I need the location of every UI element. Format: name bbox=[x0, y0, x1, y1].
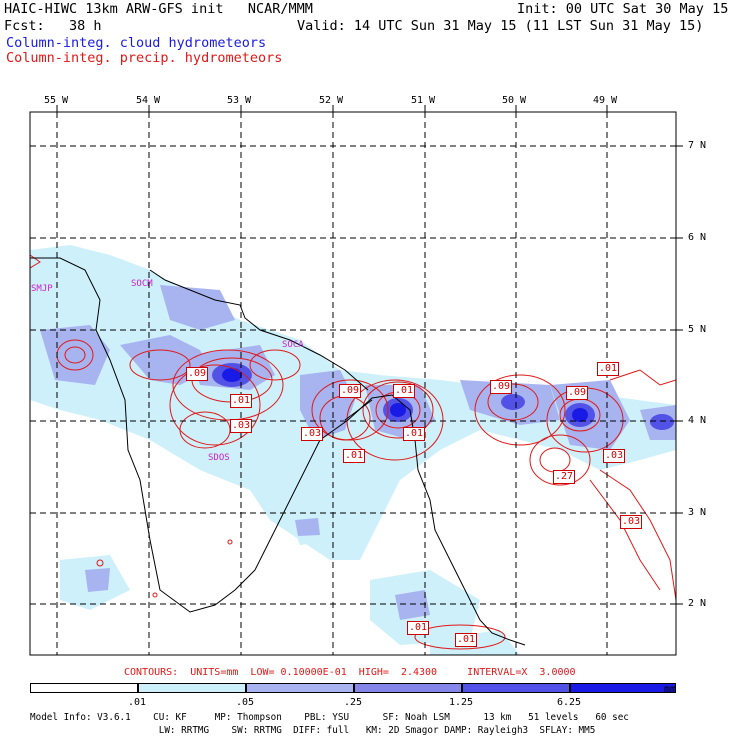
lat-lon-grid bbox=[30, 112, 676, 655]
colorbar-value: .05 bbox=[236, 697, 255, 708]
contour-label: .09 bbox=[490, 380, 513, 394]
contour-label: .03 bbox=[230, 419, 253, 433]
lat-label: 3 N bbox=[688, 507, 707, 518]
contour-label: .01 bbox=[455, 633, 478, 647]
lon-label: 52 W bbox=[319, 95, 344, 106]
contour-label: .01 bbox=[393, 384, 416, 398]
colorbar-segment bbox=[570, 683, 676, 693]
contour-label: .03 bbox=[603, 449, 626, 463]
cloud-shading-core bbox=[222, 368, 588, 422]
lat-label: 5 N bbox=[688, 324, 707, 335]
lon-label: 49 W bbox=[593, 95, 618, 106]
station-label: SDOS bbox=[208, 453, 230, 463]
field-precip-label: Column-integ. precip. hydrometeors bbox=[6, 50, 283, 66]
init-time: Init: 00 UTC Sat 30 May 15 bbox=[517, 1, 729, 17]
contour-label: .03 bbox=[301, 427, 324, 441]
contour-label: .01 bbox=[230, 394, 253, 408]
contour-info: CONTOURS: UNITS=mm LOW= 0.10000E-01 HIGH… bbox=[124, 667, 576, 678]
contour-label: .03 bbox=[620, 515, 643, 529]
contour-label: .01 bbox=[343, 449, 366, 463]
contour-label: .09 bbox=[566, 386, 589, 400]
contour-label: .09 bbox=[339, 384, 362, 398]
contour-label: .27 bbox=[553, 470, 576, 484]
colorbar-segment bbox=[462, 683, 570, 693]
lon-label: 53 W bbox=[227, 95, 252, 106]
colorbar-value: 6.25 bbox=[557, 697, 582, 708]
lat-label: 4 N bbox=[688, 415, 707, 426]
field-cloud-label: Column-integ. cloud hydrometeors bbox=[6, 35, 267, 51]
lat-label: 7 N bbox=[688, 140, 707, 151]
valid-time: Valid: 14 UTC Sun 31 May 15 (11 LST Sun … bbox=[297, 18, 704, 34]
colorbar-segment bbox=[30, 683, 138, 693]
lon-label: 54 W bbox=[136, 95, 161, 106]
contour-label: .01 bbox=[597, 362, 620, 376]
contour-label: .01 bbox=[407, 621, 430, 635]
colorbar-value: .25 bbox=[344, 697, 363, 708]
header-title: HAIC-HIWC 13km ARW-GFS init NCAR/MMM bbox=[4, 1, 313, 17]
colorbar-segment bbox=[138, 683, 246, 693]
colorbar-unit: mm bbox=[664, 684, 677, 695]
lon-label: 51 W bbox=[411, 95, 436, 106]
lat-label: 2 N bbox=[688, 598, 707, 609]
colorbar-value: .01 bbox=[128, 697, 147, 708]
colorbar-segment bbox=[246, 683, 354, 693]
map-frame bbox=[29, 111, 677, 656]
model-info-line1: Model Info: V3.6.1 CU: KF MP: Thompson P… bbox=[30, 712, 629, 723]
station-label: SOCM bbox=[131, 279, 153, 289]
contour-label: .09 bbox=[186, 367, 209, 381]
model-info-line2: LW: RRTMG SW: RRTMG DIFF: full KM: 2D Sm… bbox=[30, 725, 596, 736]
coastline bbox=[30, 257, 526, 646]
colorbar-value: 1.25 bbox=[449, 697, 474, 708]
station-label: SMJP bbox=[31, 284, 53, 294]
colorbar-segment bbox=[354, 683, 462, 693]
station-label: SOCA bbox=[282, 340, 304, 350]
forecast-hour: Fcst: 38 h bbox=[4, 18, 102, 34]
lon-label: 50 W bbox=[502, 95, 527, 106]
lon-label: 55 W bbox=[44, 95, 69, 106]
lat-label: 6 N bbox=[688, 232, 707, 243]
contour-label: .01 bbox=[403, 427, 426, 441]
